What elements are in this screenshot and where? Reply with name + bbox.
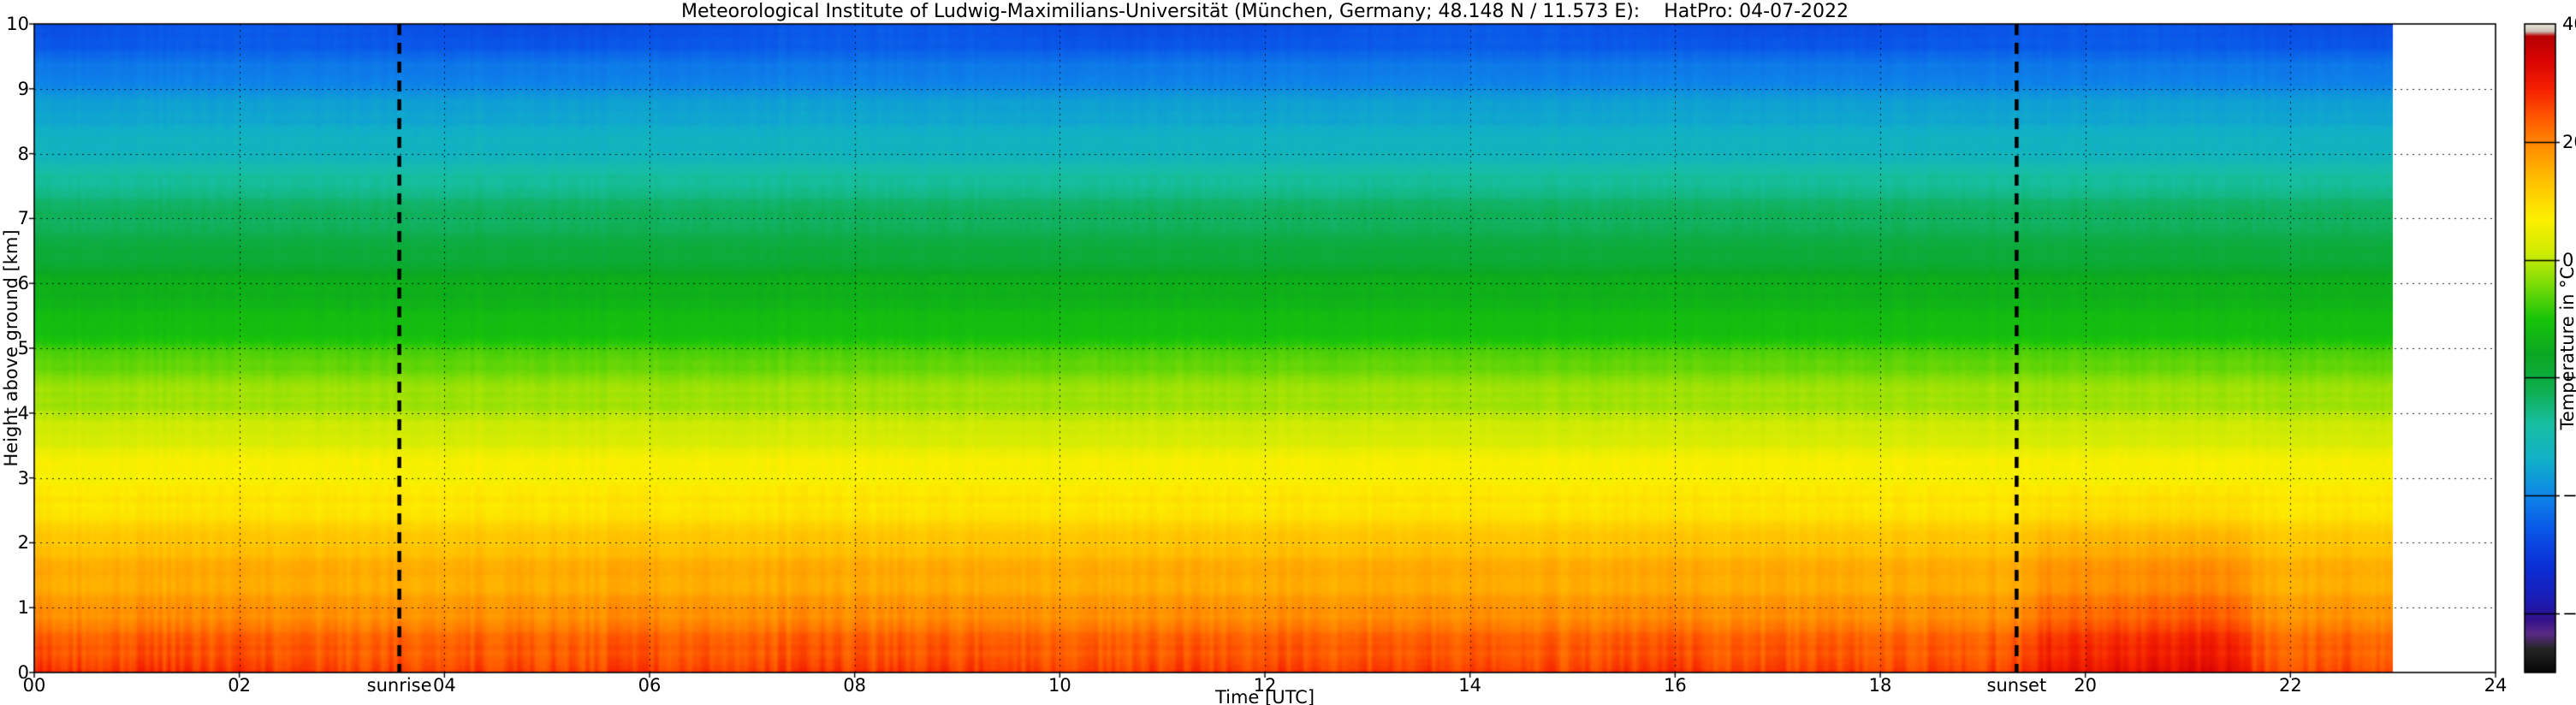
y-tick-label: 9 (17, 78, 29, 99)
y-tick-label: 8 (17, 143, 29, 164)
colorbar-tick-label: 0 (2562, 249, 2574, 270)
y-tick-label: 6 (17, 273, 29, 294)
y-tick-label: 4 (17, 402, 29, 424)
x-tick-label: 16 (1663, 675, 1687, 696)
x-tick-label: 18 (1868, 675, 1892, 696)
x-tick-label: 08 (843, 675, 867, 696)
chart-title: Meteorological Institute of Ludwig-Maxim… (680, 1, 1849, 22)
x-tick-label: 24 (2484, 675, 2508, 696)
x-tick-label: 10 (1048, 675, 1071, 696)
event-label-sunrise: sunrise (366, 675, 432, 696)
x-tick-label: 06 (638, 675, 662, 696)
x-tick-label: 00 (22, 675, 46, 696)
x-tick-label: 22 (2278, 675, 2302, 696)
x-tick-label: 20 (2074, 675, 2098, 696)
colorbar-tick-label: −40 (2562, 485, 2576, 507)
y-tick-label: 5 (17, 338, 29, 358)
colorbar-tick-label: 20 (2562, 131, 2576, 152)
y-tick-label: 2 (17, 532, 29, 554)
colorbar-label: Temperature in °C (2557, 266, 2576, 430)
colorbar-tick-label: −20 (2562, 367, 2576, 388)
event-label-sunset: sunset (1986, 675, 2047, 696)
y-tick-label: 7 (17, 208, 29, 229)
x-tick-label: 02 (228, 675, 252, 696)
x-axis-label: Time [UTC] (1214, 687, 1315, 705)
x-tick-label: 04 (432, 675, 456, 696)
colorbar-tick-label: −60 (2562, 603, 2576, 625)
colorbar-tick-label: 40 (2562, 14, 2576, 34)
y-tick-label: 0 (17, 662, 29, 683)
x-tick-label: 14 (1458, 675, 1482, 696)
y-tick-label: 3 (17, 467, 29, 489)
y-tick-label: 1 (17, 597, 29, 619)
x-tick-label: 12 (1253, 675, 1277, 696)
y-tick-label: 10 (6, 14, 29, 34)
